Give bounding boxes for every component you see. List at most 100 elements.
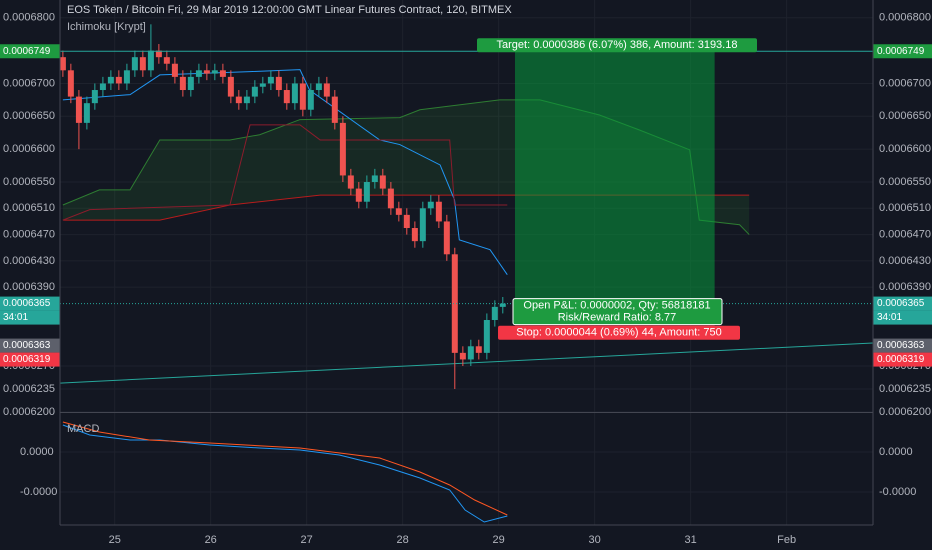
y-tick-label: 0.0006700	[879, 77, 931, 89]
price-badge	[0, 352, 60, 367]
candle-body	[435, 201, 442, 222]
candle-body	[459, 352, 466, 360]
y-tick-label-left: 0.0006600	[3, 143, 55, 155]
price-badge	[873, 352, 932, 367]
candle-body	[139, 57, 146, 71]
candle-body	[419, 208, 426, 242]
price-badge	[0, 296, 60, 311]
candle-body	[67, 70, 74, 97]
stop-label: Stop: 0.0000044 (0.69%) 44, Amount: 750	[516, 327, 721, 339]
x-tick-label: 28	[397, 534, 409, 546]
candle-body	[355, 188, 362, 202]
price-badge-label: 0.0006365	[877, 298, 925, 309]
candle-body	[155, 50, 162, 58]
y-tick-label-left: 0.0006235	[3, 383, 55, 395]
candle-body	[371, 175, 378, 183]
y-tick-label-left: 0.0006510	[3, 202, 55, 214]
candle-body	[323, 83, 330, 97]
candle-body	[75, 96, 82, 123]
candle-body	[411, 228, 418, 242]
price-badge-label: 0.0006363	[877, 340, 925, 351]
candle-body	[403, 214, 410, 229]
price-badge-label: 0.0006749	[3, 46, 51, 57]
x-tick-label: 30	[589, 534, 601, 546]
y-tick-label-left: 0.0006800	[3, 12, 55, 24]
macd-tick-label-left: 0.0000	[20, 446, 54, 458]
candle-body	[291, 83, 298, 104]
y-tick-label: 0.0006235	[879, 383, 931, 395]
candle-body	[379, 175, 386, 189]
plot	[59, 24, 874, 523]
countdown-badge	[0, 310, 60, 325]
price-badge	[873, 44, 932, 59]
price-badge	[873, 338, 932, 353]
price-badge	[0, 338, 60, 353]
candle-body	[475, 346, 482, 353]
candle-body	[195, 70, 202, 77]
candle-body	[491, 306, 498, 321]
y-tick-label: 0.0006430	[879, 255, 931, 267]
candle-body	[235, 96, 242, 104]
y-tick-label-left: 0.0006700	[3, 77, 55, 89]
candle-body	[179, 76, 186, 91]
candle-body	[275, 76, 282, 91]
x-tick-label: 26	[205, 534, 217, 546]
candle-body	[203, 70, 210, 74]
y-tick-label: 0.0006390	[879, 281, 931, 293]
candle-body	[147, 50, 154, 71]
indicator-label: Ichimoku [Krypt]	[67, 21, 146, 33]
candle-body	[267, 76, 274, 84]
price-badge-label: 0.0006319	[3, 354, 51, 365]
candle-body	[107, 76, 114, 84]
y-tick-label: 0.0006470	[879, 228, 931, 240]
macd-tick-label-left: -0.0000	[20, 486, 57, 498]
candle-body	[99, 83, 106, 91]
price-badge-label: 0.0006319	[877, 354, 925, 365]
candle-body	[163, 57, 170, 64]
target-zone	[514, 51, 715, 304]
y-tick-label-left: 0.0006200	[3, 406, 55, 418]
x-tick-label: 25	[109, 534, 121, 546]
candle-body	[283, 90, 290, 104]
candle-body	[219, 70, 226, 77]
candle-body	[395, 208, 402, 215]
candle-body	[115, 76, 122, 84]
countdown-badge	[873, 310, 932, 325]
candle-body	[227, 76, 234, 97]
price-badge-label: 0.0006365	[3, 298, 51, 309]
indicator-line	[62, 124, 508, 221]
y-tick-label: 0.0006800	[879, 12, 931, 24]
candle-body	[387, 188, 394, 209]
candle-body	[339, 122, 346, 176]
ratio-label: Risk/Reward Ratio: 8.77	[558, 311, 677, 323]
candle-body	[363, 182, 370, 202]
candle-body	[427, 201, 434, 209]
candle-body	[483, 320, 490, 353]
candle-body	[243, 96, 250, 104]
price-badge-label: 0.0006363	[3, 340, 51, 351]
macd-tick-label: -0.0000	[879, 486, 916, 498]
candle-body	[187, 76, 194, 91]
candle-body	[331, 96, 338, 123]
candle-body	[131, 57, 138, 71]
macd-title: MACD	[67, 423, 99, 435]
price-badge	[0, 44, 60, 59]
countdown-label: 34:01	[877, 312, 902, 323]
candle-body	[123, 70, 130, 84]
y-tick-label: 0.0006600	[879, 143, 931, 155]
price-badge-label: 0.0006749	[877, 46, 925, 57]
pnl-label: Open P&L: 0.0000002, Qty: 56818181	[523, 299, 710, 311]
candle-body	[211, 70, 218, 74]
y-tick-label-left: 0.0006430	[3, 255, 55, 267]
target-label: Target: 0.0000386 (6.07%) 386, Amount: 3…	[497, 39, 738, 51]
y-tick-label-left: 0.0006390	[3, 281, 55, 293]
price-badge	[873, 296, 932, 311]
countdown-label: 34:01	[3, 312, 28, 323]
macd-line	[62, 421, 508, 516]
x-tick-label: 31	[685, 534, 697, 546]
target-label-box	[477, 38, 757, 53]
pnl-box	[512, 298, 723, 326]
candle-body	[91, 90, 98, 104]
